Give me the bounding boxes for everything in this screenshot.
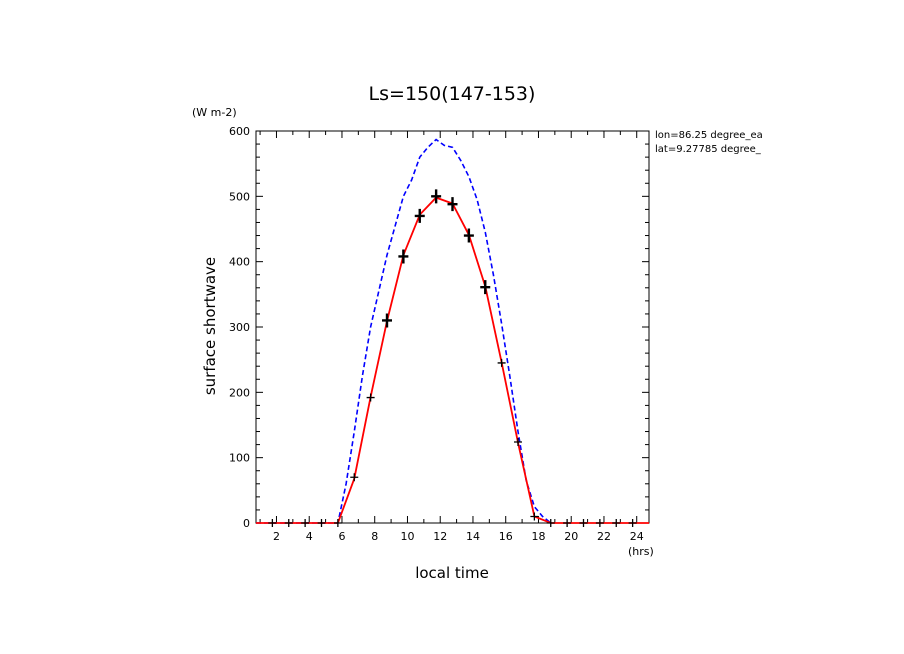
marker-point (333, 519, 342, 527)
marker-point (284, 519, 293, 527)
marker-point (414, 208, 425, 223)
x-tick-label: 10 (400, 530, 414, 543)
marker-point (628, 519, 637, 527)
marker-point (317, 519, 326, 527)
marker-point (366, 393, 375, 402)
info-line-lat: lat=9.27785 degree_ (655, 144, 762, 155)
x-tick-label: 14 (466, 530, 480, 543)
x-tick-label: 6 (338, 530, 345, 543)
series-line-solid (256, 196, 649, 524)
x-tick-label: 24 (630, 530, 644, 543)
x-tick-label: 4 (306, 530, 313, 543)
marker-point (579, 519, 588, 527)
chart-title: Ls=150(147-153) (369, 83, 536, 105)
x-axis-label: local time (415, 564, 489, 582)
marker-point (268, 519, 277, 527)
x-tick-label: 16 (499, 530, 513, 543)
marker-point (447, 197, 458, 212)
y-tick-label: 200 (229, 386, 250, 399)
y-tick-label: 300 (229, 321, 250, 334)
x-tick-label: 22 (597, 530, 611, 543)
marker-point (463, 228, 474, 243)
marker-point (530, 512, 539, 521)
marker-point (497, 358, 506, 367)
marker-point (612, 519, 621, 527)
marker-point (301, 519, 310, 527)
y-axis-label: surface shortwave (201, 257, 219, 395)
x-tick-label: 18 (531, 530, 545, 543)
y-tick-label: 0 (243, 517, 250, 530)
y-tick-label: 100 (229, 452, 250, 465)
y-tick-label: 500 (229, 190, 250, 203)
x-unit-label: (hrs) (628, 545, 654, 558)
plot-frame (255, 130, 650, 524)
info-line-lon: lon=86.25 degree_ea (655, 130, 763, 141)
marker-point (514, 437, 522, 446)
marker-point (398, 249, 409, 264)
y-tick-label: 400 (229, 256, 250, 269)
series-line-dashed (256, 138, 552, 524)
x-tick-label: 2 (273, 530, 280, 543)
marker-point (563, 519, 572, 527)
marker-point (480, 280, 491, 295)
y-tick-label: 600 (229, 125, 250, 138)
marker-point (595, 519, 604, 527)
x-tick-label: 12 (433, 530, 447, 543)
x-tick-label: 8 (371, 530, 378, 543)
y-unit-label: (W m-2) (192, 106, 237, 119)
x-tick-label: 20 (564, 530, 578, 543)
marker-point (546, 519, 555, 527)
marker-point (382, 313, 392, 328)
marker-point (350, 473, 359, 482)
marker-point (431, 189, 442, 204)
